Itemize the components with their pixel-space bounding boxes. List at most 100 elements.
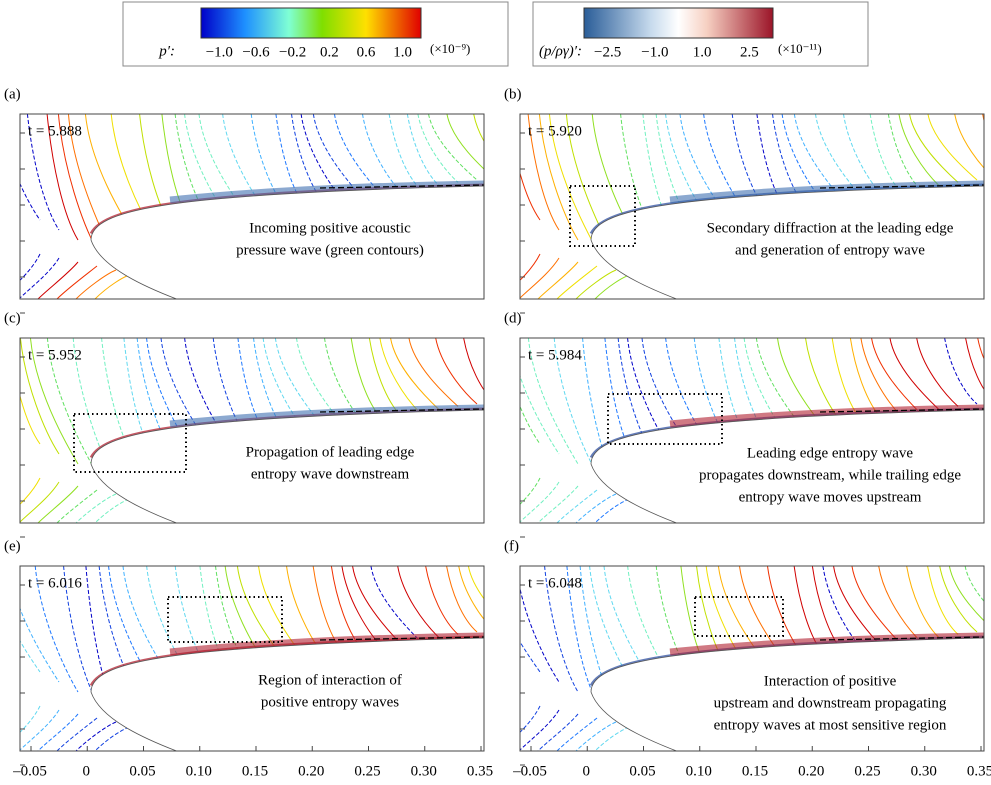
plot-area [520,114,984,299]
plot-area [20,338,484,523]
x-tick-label: 0.35 [467,763,493,779]
contour-line [916,338,959,407]
contour-line [538,114,579,241]
contour-line [20,338,60,455]
contour-line [878,566,921,642]
x-tick-label: 0.25 [854,763,880,779]
contour-line [212,338,250,442]
contour-line [184,114,231,222]
colorbar-tick-label: 1.0 [393,44,412,60]
contour-line [556,265,598,299]
contour-line [56,265,98,299]
colorbar-tick-label: −2.5 [594,44,621,60]
panel: (d) t = 5.984 Leading edge entropy wave pro… [504,310,985,538]
contour-line [56,717,98,751]
contour-line [333,114,383,196]
plot-area [520,338,984,523]
contour-line [898,114,940,186]
panel-label: (f) [504,538,519,554]
contour-line [75,269,117,299]
annotation: Region of interaction of [258,672,402,688]
airfoil [590,637,984,751]
contour-line [944,338,978,405]
colorbar-label: (p/ργ)′: [539,43,582,59]
x-tick-label: 0.10 [686,763,712,779]
contour-line [582,338,617,485]
contour-line [520,253,541,281]
contour-line [75,493,117,523]
panel-label: (d) [504,310,522,326]
panel: (b) t = 5.920 Secondary diffraction at the… [504,86,985,314]
contour-line [397,566,440,638]
airfoil [90,637,484,751]
contour-line [520,586,560,683]
airfoil [590,185,984,299]
contour-line [965,338,984,391]
contour-line [20,477,41,505]
contour-line [34,566,79,693]
contour-line [435,338,478,405]
contour-line [520,481,560,523]
airfoil [90,185,484,299]
contour-line [146,566,193,680]
contour-line [26,114,60,231]
panel-frame [19,565,485,752]
time-label: t = 5.984 [528,347,582,363]
x-tick-label: 0.25 [354,763,380,779]
contour-line [594,273,636,299]
annotation: Interaction of positive [764,673,897,689]
entropy-band [669,632,984,656]
time-label: t = 5.952 [28,347,82,363]
x-tick-label: 0.05 [629,763,655,779]
contour-line [869,114,902,193]
panel-label: (a) [4,86,21,102]
contour-line [718,338,750,442]
contour-line [446,566,478,633]
contour-line [20,394,41,445]
contour-line [843,114,883,196]
contour-line [833,566,883,648]
contour-line [927,566,959,635]
contour-line [425,566,459,635]
contour-line [370,566,421,642]
contour-line [458,566,484,620]
contour-line [20,257,60,299]
highlight-box [607,393,723,445]
contour-line [75,721,117,751]
colorbar-tick-label: 1.0 [693,44,712,60]
x-tick-label: 0.10 [186,763,212,779]
contour-line [123,338,155,458]
mean-line [819,636,984,641]
entropy-band [169,632,484,656]
annotation: upstream and downstream propagating [714,695,947,711]
contour-line [20,639,41,673]
colorbar-tick-label: −1.0 [206,44,233,60]
contour-line [56,489,98,523]
contour-line [948,566,984,622]
colorbar-label: p′: [158,43,175,59]
annotation: positive entropy waves [261,694,399,710]
annotation: pressure wave (green contours) [236,242,424,258]
contour-line [594,725,636,751]
contour-line [575,269,617,299]
contour-line [253,338,288,436]
highlight-box [167,596,283,643]
contour-line [46,114,79,241]
contour-line [20,481,60,523]
plot-area [520,566,984,751]
annotation: Leading edge entropy wave [747,445,914,461]
panel-frame [519,337,985,524]
colorbar [200,7,422,39]
contour-line [939,566,978,633]
annotation: propagates downstream, while trailing ed… [699,467,961,483]
annotation: entropy wave moves upstream [739,489,922,505]
panel-label: (c) [4,310,21,326]
contour-line [215,566,250,670]
contour-line [556,717,598,751]
panel: (c) t = 5.952 Propagation of leading edge e… [4,310,485,538]
x-tick-label: 0.30 [911,763,937,779]
contour-line [184,338,231,446]
mean-line [819,184,984,189]
